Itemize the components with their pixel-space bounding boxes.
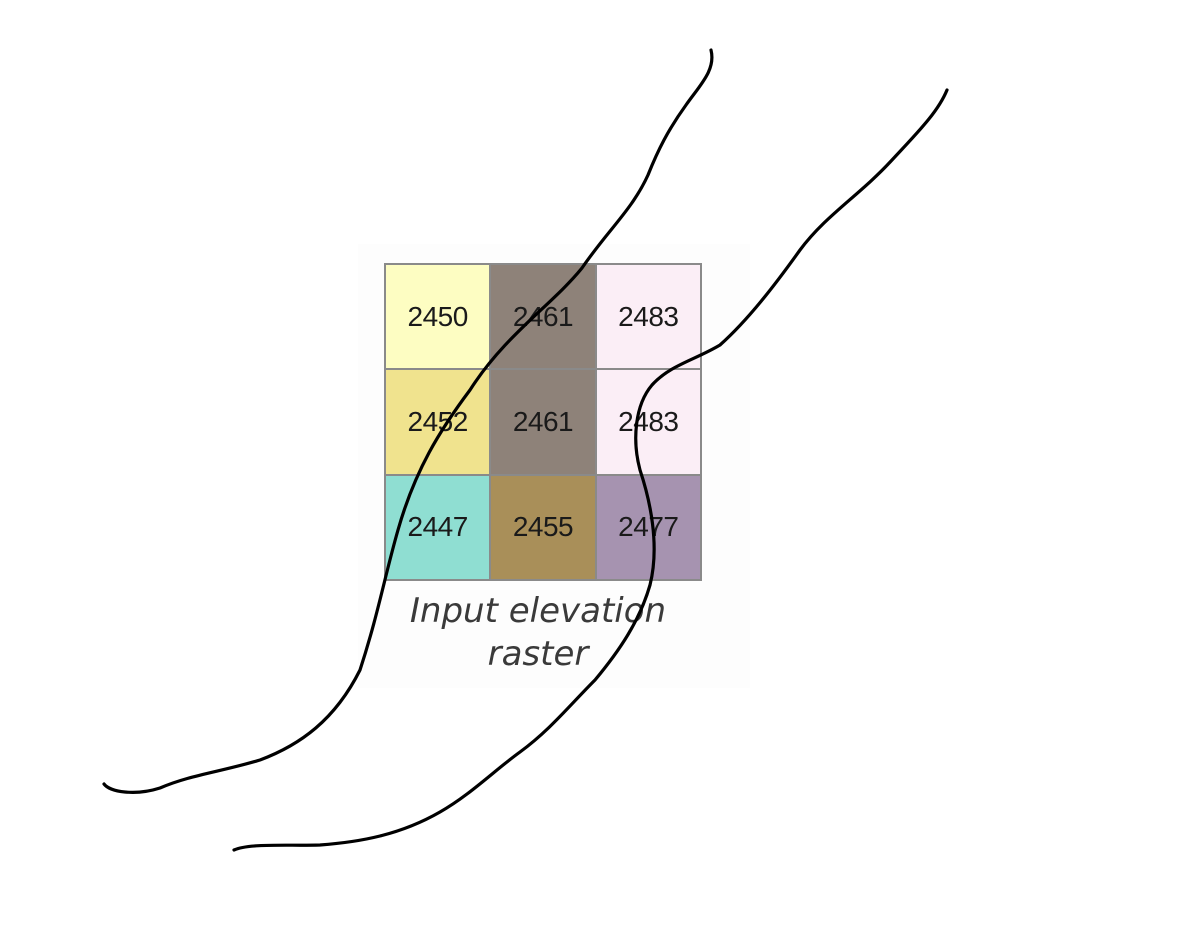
raster-cell: 2461: [490, 369, 596, 475]
raster-cell: 2483: [595, 369, 701, 475]
caption-line-1: Input elevation: [409, 591, 667, 631]
raster-cell: 2447: [385, 474, 491, 580]
elevation-raster-grid: 2450 2461 2483 2452 2461 2483 2447 2455 …: [384, 263, 702, 581]
caption-line-2: raster: [487, 634, 589, 674]
raster-cell: 2483: [595, 264, 701, 370]
raster-cell: 2461: [490, 264, 596, 370]
raster-caption: Input elevation raster: [358, 590, 718, 676]
raster-cell: 2450: [385, 264, 491, 370]
raster-cell: 2452: [385, 369, 491, 475]
raster-cell: 2477: [595, 474, 701, 580]
raster-cell: 2455: [490, 474, 596, 580]
